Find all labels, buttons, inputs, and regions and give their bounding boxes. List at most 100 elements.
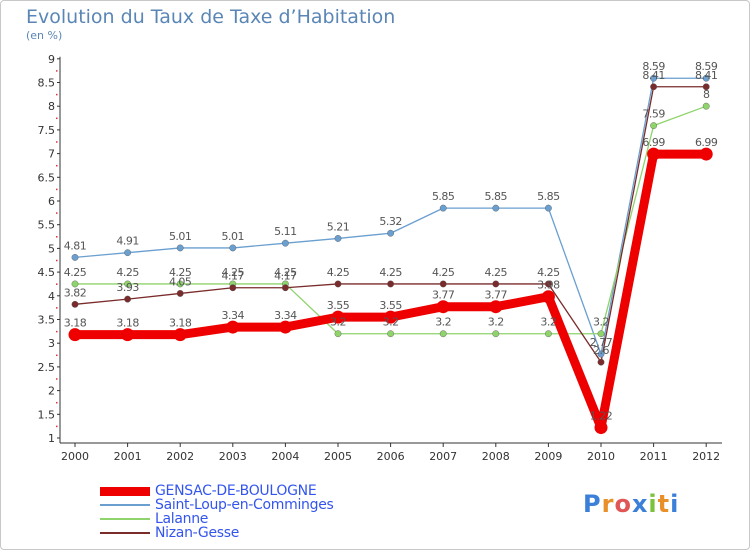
data-label: 3.77: [432, 289, 455, 302]
data-label: 3.18: [116, 317, 139, 330]
proxiti-logo: Proxiti: [583, 490, 680, 518]
data-label: 2.6: [593, 344, 609, 357]
data-label: 4.25: [274, 266, 297, 279]
data-label: 4.25: [485, 266, 508, 279]
legend-label: Nizan-Gesse: [155, 525, 240, 541]
data-point: [176, 290, 184, 297]
x-tick-label: 2005: [324, 450, 352, 463]
y-tick-label: 4: [48, 290, 55, 303]
data-label: 7.59: [642, 108, 665, 121]
data-label: 3.2: [330, 316, 346, 329]
y-tick-label: 4.5: [38, 266, 56, 279]
y-tick-label: 3: [48, 337, 55, 350]
y-minor-tick: [56, 330, 58, 333]
y-tick-label: 2: [48, 385, 55, 398]
y-minor-tick: [56, 141, 58, 143]
y-minor-tick: [56, 378, 58, 380]
legend-swatch: [100, 532, 150, 534]
y-tick-label: 2.5: [38, 361, 56, 374]
data-label: 6.99: [642, 136, 665, 149]
data-point: [541, 290, 555, 304]
data-point: [121, 328, 135, 342]
data-point: [229, 244, 237, 252]
data-point: [229, 284, 237, 292]
data-point: [545, 330, 552, 338]
data-point: [278, 320, 292, 334]
y-tick-label: 8: [48, 100, 55, 113]
data-point: [647, 147, 661, 161]
y-minor-tick: [56, 354, 58, 357]
data-point: [71, 254, 79, 261]
data-label: 2.77: [590, 336, 613, 349]
data-point: [650, 83, 657, 91]
data-label: 4.81: [64, 239, 87, 252]
data-point: [124, 280, 132, 288]
y-minor-tick: [56, 212, 58, 214]
series-points: [68, 74, 713, 435]
y-minor-tick: [56, 70, 58, 72]
data-label: 4.05: [169, 275, 192, 288]
y-minor-tick: [56, 117, 58, 120]
data-point: [597, 358, 605, 366]
data-point: [334, 280, 342, 288]
y-tick-label: 7.5: [38, 124, 56, 137]
legend-item: GENSAC-DE-BOULOGNE: [100, 484, 400, 498]
data-label: 3.2: [593, 316, 609, 329]
legend-label: Saint-Loup-en-Comminges: [155, 497, 334, 513]
data-label: 3.55: [327, 299, 350, 312]
data-label: 6.99: [695, 136, 718, 149]
data-label: 5.85: [432, 190, 455, 203]
data-point: [124, 249, 132, 257]
data-point: [281, 239, 289, 247]
data-point: [176, 244, 184, 252]
data-label: 3.77: [485, 289, 508, 302]
y-minor-tick: [56, 93, 58, 96]
data-point: [702, 74, 710, 82]
data-point: [71, 280, 79, 288]
data-point: [597, 330, 605, 338]
legend-swatch: [100, 518, 150, 520]
data-point: [176, 280, 184, 288]
data-point: [173, 328, 187, 342]
y-minor-tick: [56, 401, 58, 404]
data-label: 5.01: [169, 230, 192, 243]
x-tick-label: 2002: [166, 450, 194, 463]
data-label: 8.59: [642, 60, 665, 73]
y-minor-tick: [56, 283, 58, 285]
y-tick-label: 6: [48, 195, 55, 208]
data-label: 4.25: [116, 266, 139, 279]
legend-item: Saint-Loup-en-Comminges: [100, 498, 400, 512]
legend-item: Lalanne: [100, 512, 400, 526]
data-label: 5.11: [274, 225, 297, 238]
data-point: [439, 280, 447, 288]
data-label: 4.25: [432, 266, 455, 279]
data-point: [492, 204, 500, 212]
data-point: [545, 280, 552, 288]
data-point: [387, 330, 394, 338]
data-label: 3.55: [379, 299, 402, 312]
data-point: [702, 83, 710, 91]
data-label: 3.93: [116, 281, 139, 294]
data-label: 4.91: [116, 235, 139, 248]
data-label: 3.2: [540, 316, 556, 329]
data-point: [702, 102, 710, 110]
y-minor-tick: [56, 164, 58, 167]
data-label: 3.98: [537, 279, 560, 292]
data-label: 3.18: [64, 317, 87, 330]
x-tick-label: 2010: [587, 450, 615, 463]
data-label: 3.2: [435, 316, 451, 329]
data-labels: 4.81 4.91 5.01 5.01 5.11 5.21 5.32 5.85 5.85 5.85…: [64, 60, 719, 422]
x-tick-label: 2008: [482, 450, 510, 463]
x-tick-label: 2007: [429, 450, 457, 463]
data-label: 5.85: [485, 190, 508, 203]
legend-label: Lalanne: [155, 511, 209, 527]
data-label: 4.25: [169, 266, 192, 279]
data-label: 3.2: [488, 316, 504, 329]
data-label: 5.32: [379, 215, 402, 228]
data-point: [650, 122, 657, 130]
data-point: [436, 300, 450, 314]
x-tick-label: 2006: [377, 450, 405, 463]
data-label: 3.18: [169, 317, 192, 330]
